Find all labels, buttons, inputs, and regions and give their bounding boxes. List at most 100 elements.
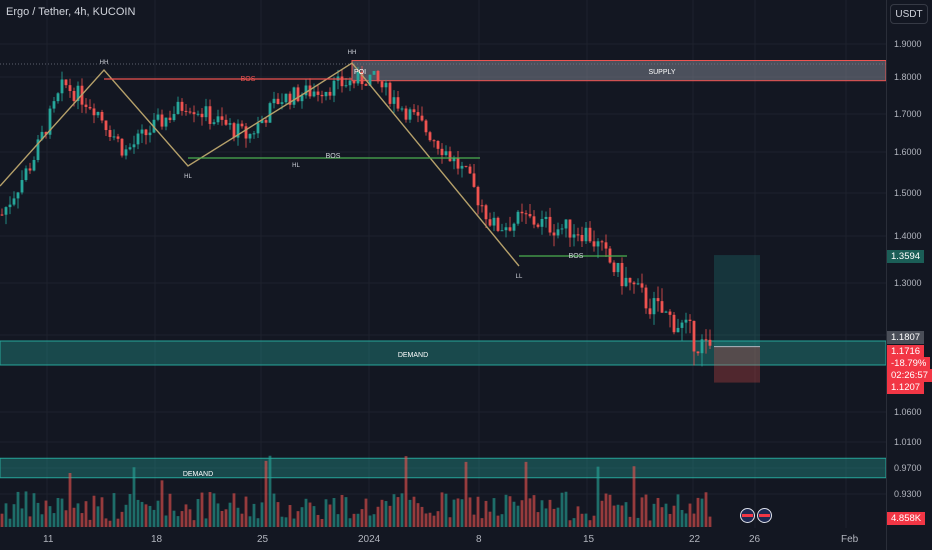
candle [572, 234, 576, 238]
price-tick: 1.4000 [894, 231, 922, 241]
candle [44, 131, 48, 135]
candle [600, 241, 604, 243]
candle [564, 219, 568, 229]
volume-bar [8, 518, 12, 527]
volume-bar [384, 501, 388, 527]
candle [424, 120, 428, 133]
volume-bar [172, 510, 176, 527]
candle [436, 141, 440, 149]
candle [660, 301, 664, 313]
volume-bar [124, 504, 128, 527]
price-tick: 1.9000 [894, 39, 922, 49]
volume-bar [228, 502, 232, 527]
volume-bar [460, 499, 464, 527]
candle [388, 82, 392, 104]
volume-bar [660, 507, 664, 527]
candle [268, 103, 272, 123]
candle [576, 234, 580, 236]
price-chart[interactable]: HH HH HL HL LL BOS BOS BOS POI SUPPLY DE… [0, 0, 886, 550]
candle [324, 91, 328, 97]
time-tick: 2024 [358, 534, 381, 545]
label-bos-2: BOS [326, 153, 341, 160]
volume-bar [620, 505, 624, 527]
candle [64, 79, 68, 86]
price-tick: 0.9700 [894, 463, 922, 473]
candle [512, 223, 516, 231]
volume-bar [528, 498, 532, 527]
candle [672, 314, 676, 333]
volume-bar [428, 512, 432, 527]
candle [140, 129, 144, 134]
volume-bar [480, 518, 484, 527]
candle [36, 139, 40, 160]
volume-bar [676, 494, 680, 527]
demand-label-2: DEMAND [183, 471, 213, 478]
chart-grid [0, 0, 886, 528]
flag-icon[interactable] [740, 508, 755, 523]
candle [96, 111, 100, 116]
volume-bar [212, 493, 216, 527]
volume-bar [116, 518, 120, 527]
volume-bar [512, 501, 516, 527]
volume-bar [292, 518, 296, 527]
time-tick: 26 [749, 534, 761, 545]
volume-bar [224, 509, 228, 527]
candle [172, 113, 176, 121]
candle [20, 180, 24, 193]
volume-bar [540, 500, 544, 527]
chart-title: Ergo / Tether, 4h, KUCOIN [6, 6, 136, 18]
candle [132, 144, 136, 148]
candle [128, 147, 132, 150]
candle [396, 97, 400, 109]
volume-bar [640, 497, 644, 527]
currency-button[interactable]: USDT [890, 4, 928, 24]
candle [376, 71, 380, 82]
volume-tag: 4.858K [887, 512, 926, 525]
volume-bar [256, 518, 260, 527]
candle [220, 116, 224, 120]
volume-bar [312, 506, 316, 527]
candle [492, 217, 496, 226]
volume-bar [612, 505, 616, 527]
candle [704, 339, 708, 341]
candle [452, 157, 456, 162]
volume-bar [368, 515, 372, 527]
volume-bar [560, 492, 564, 527]
volume-bar [52, 513, 56, 527]
volume-bar [296, 511, 300, 527]
volume-bar [12, 504, 16, 527]
price-tick: 1.7000 [894, 109, 922, 119]
candle [416, 112, 420, 116]
candle [68, 85, 72, 92]
candle [240, 123, 244, 127]
price-axis[interactable] [886, 0, 932, 550]
volume-bar [644, 494, 648, 527]
candle [488, 219, 492, 226]
volume-bar [616, 504, 620, 527]
label-bos-1: BOS [241, 76, 256, 83]
label-ll: LL [516, 274, 523, 280]
candle [648, 308, 652, 315]
volume-bar [160, 480, 164, 527]
price-tick: 1.3000 [894, 278, 922, 288]
candle [0, 214, 4, 216]
candle [688, 319, 692, 321]
volume-bar [596, 466, 600, 527]
volume-bar [268, 455, 272, 527]
candle [32, 159, 36, 171]
volume-bar [332, 498, 336, 527]
volume-bar [544, 508, 548, 527]
volume-bar [600, 500, 604, 527]
candle [400, 108, 404, 110]
candle [624, 277, 628, 287]
candle [104, 120, 108, 131]
volume-bar [232, 493, 236, 527]
volume-bar [152, 509, 156, 527]
volume-bar [516, 505, 520, 527]
candle [248, 133, 252, 139]
bar-countdown-tag: 02:26:57 [887, 369, 932, 382]
flag-icon[interactable] [757, 508, 772, 523]
volume-bar [136, 499, 140, 527]
candle [508, 227, 512, 231]
volume-bar [68, 472, 72, 527]
